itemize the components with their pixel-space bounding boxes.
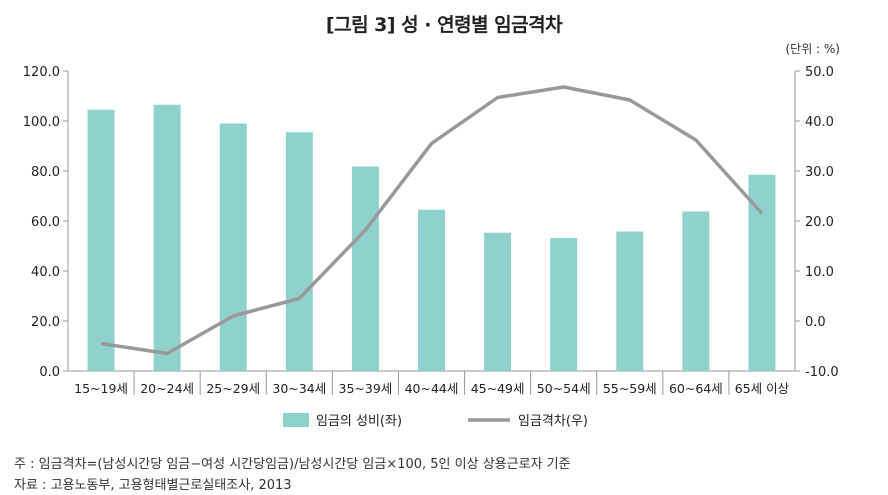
bar-wage-ratio (219, 123, 247, 371)
y-right-tick-label: 20.0 (805, 215, 834, 230)
y-right-tick-label: 0.0 (805, 315, 826, 330)
footnote-formula: 주 : 임금격차=(남성시간당 임금−여성 시간당임금)/남성시간당 임금×10… (14, 457, 571, 472)
y-left-tick-label: 0.0 (39, 365, 60, 380)
x-tick-label: 55~59세 (603, 381, 657, 396)
chart-title: [그림 3] 성 · 연령별 임금격차 (325, 14, 563, 36)
y-left-tick-label: 20.0 (31, 315, 60, 330)
x-tick-label: 35~39세 (339, 381, 393, 396)
bar-wage-ratio (682, 211, 710, 371)
bar-wage-ratio (550, 238, 578, 371)
legend-swatch-wage-ratio (283, 413, 309, 427)
legend-label-wage-gap: 임금격차(우) (518, 414, 588, 429)
chart-svg: 0.0 20.0 40.0 60.0 80.0 100.0 120.0 -10.0 0.0 10.… (23, 65, 839, 429)
bar-wage-ratio (153, 104, 181, 371)
y-right-tick-label: -10.0 (805, 365, 839, 380)
y-right-tick-label: 30.0 (805, 165, 834, 180)
bar-wage-ratio (285, 132, 313, 371)
bar-wage-ratio (484, 232, 512, 371)
x-tick-label: 45~49세 (471, 381, 525, 396)
bar-wage-ratio (748, 174, 776, 371)
bar-wage-ratio (616, 231, 644, 371)
x-tick-label: 65세 이상 (735, 381, 790, 396)
y-left-tick-label: 100.0 (23, 115, 60, 130)
y-left-tick-label: 40.0 (31, 265, 60, 280)
x-tick-label: 60~64세 (669, 381, 723, 396)
bar-wage-ratio (418, 209, 445, 371)
x-tick-label: 40~44세 (405, 381, 459, 396)
x-tick-label: 30~34세 (272, 381, 326, 396)
y-left-tick-label: 80.0 (31, 165, 60, 180)
x-tick-label: 20~24세 (140, 381, 194, 396)
legend-label-wage-ratio: 임금의 성비(좌) (316, 414, 402, 429)
line-wage-gap (100, 85, 764, 356)
bar-wage-ratio (87, 109, 115, 371)
y-left-tick-label: 120.0 (23, 65, 60, 80)
x-tick-label: 50~54세 (537, 381, 591, 396)
x-tick-label: 25~29세 (206, 381, 260, 396)
y-left-tick-label: 60.0 (31, 215, 60, 230)
unit-label: (단위 : %) (785, 42, 840, 56)
bar-wage-ratio (351, 166, 379, 371)
y-right-tick-label: 40.0 (805, 115, 834, 130)
footnote-source: 자료 : 고용노동부, 고용형태별근로실태조사, 2013 (14, 478, 292, 493)
y-right-tick-label: 50.0 (805, 65, 834, 80)
y-right-tick-label: 10.0 (805, 265, 834, 280)
x-tick-label: 15~19세 (74, 381, 128, 396)
